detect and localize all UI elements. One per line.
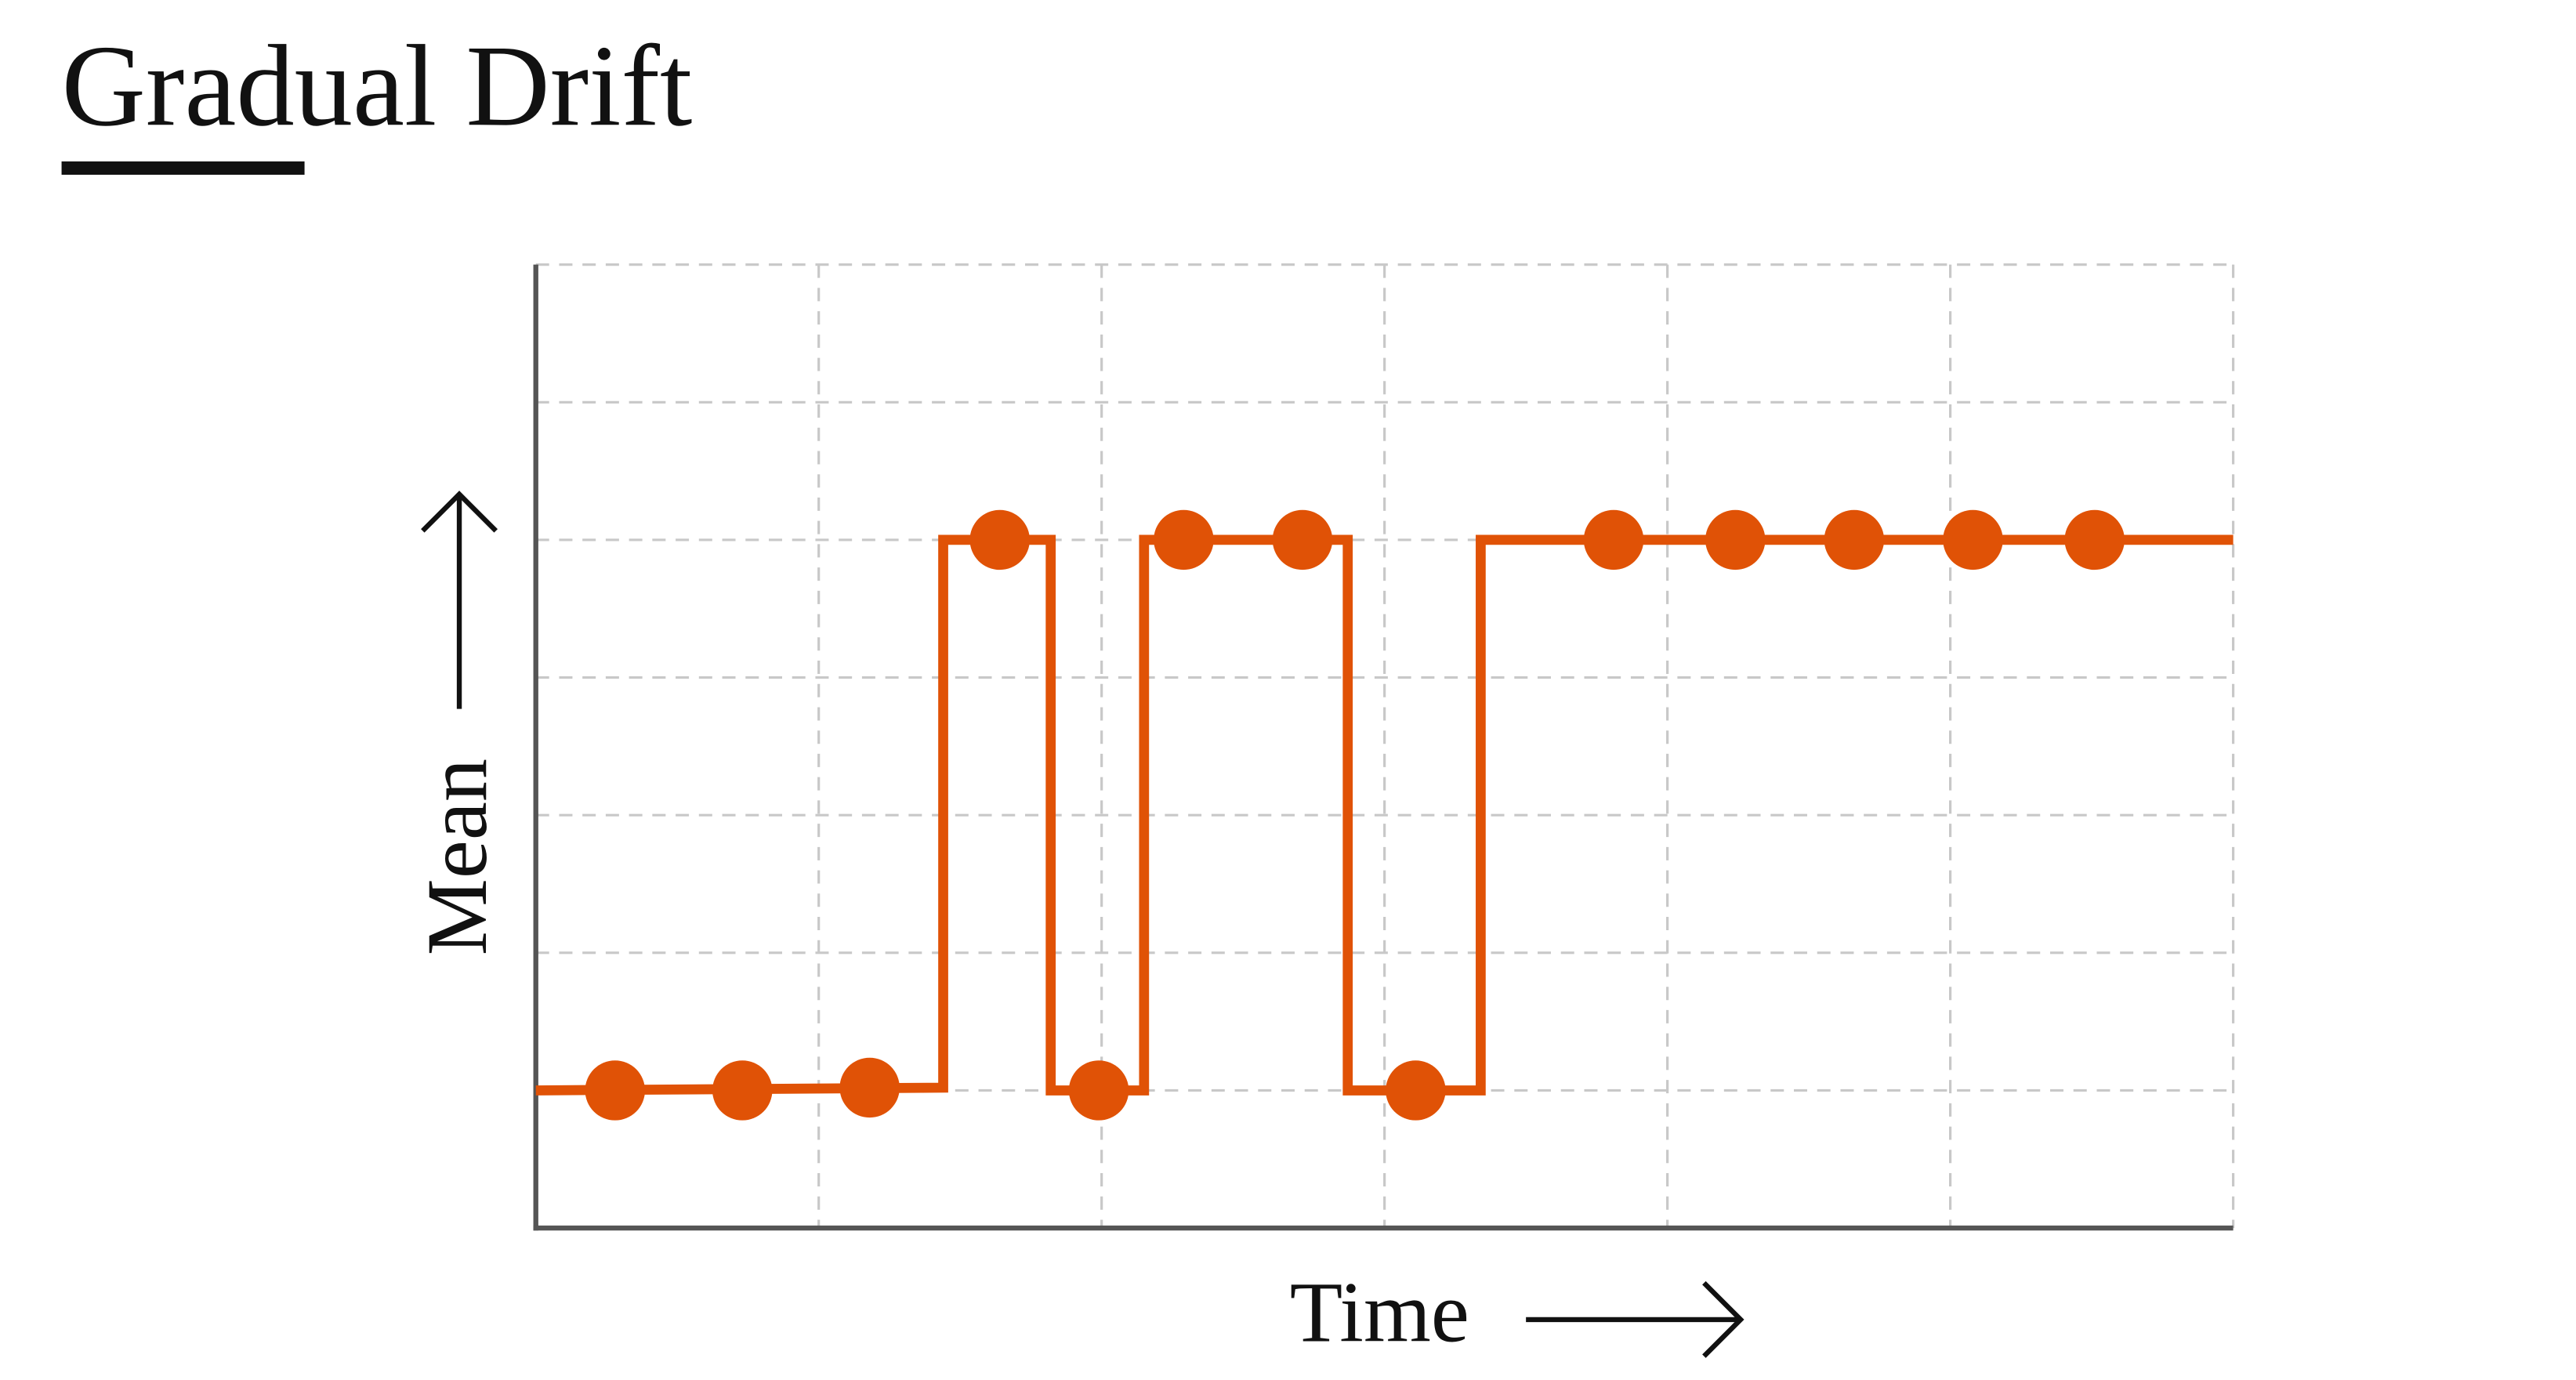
y-axis-label: Mean [409, 759, 505, 955]
data-point [1943, 509, 2003, 570]
data-point [1824, 509, 1885, 570]
y-arrow [421, 491, 498, 709]
data-point [1583, 509, 1644, 570]
data-point [1705, 509, 1766, 570]
chart-title: Gradual Drift [62, 22, 693, 150]
step-line [535, 534, 2234, 1096]
data-point [1272, 509, 1333, 570]
data-point [585, 1060, 646, 1121]
x-arrow [1526, 1280, 1745, 1358]
x-axis-label: Time [1290, 1264, 1469, 1360]
data-point [1068, 1060, 1129, 1121]
data-point [969, 509, 1030, 570]
data-point [1386, 1060, 1446, 1121]
data-point [2064, 509, 2125, 570]
data-point [712, 1060, 773, 1121]
title-underline [61, 161, 305, 175]
data-point [839, 1057, 900, 1118]
data-point [1154, 509, 1214, 570]
